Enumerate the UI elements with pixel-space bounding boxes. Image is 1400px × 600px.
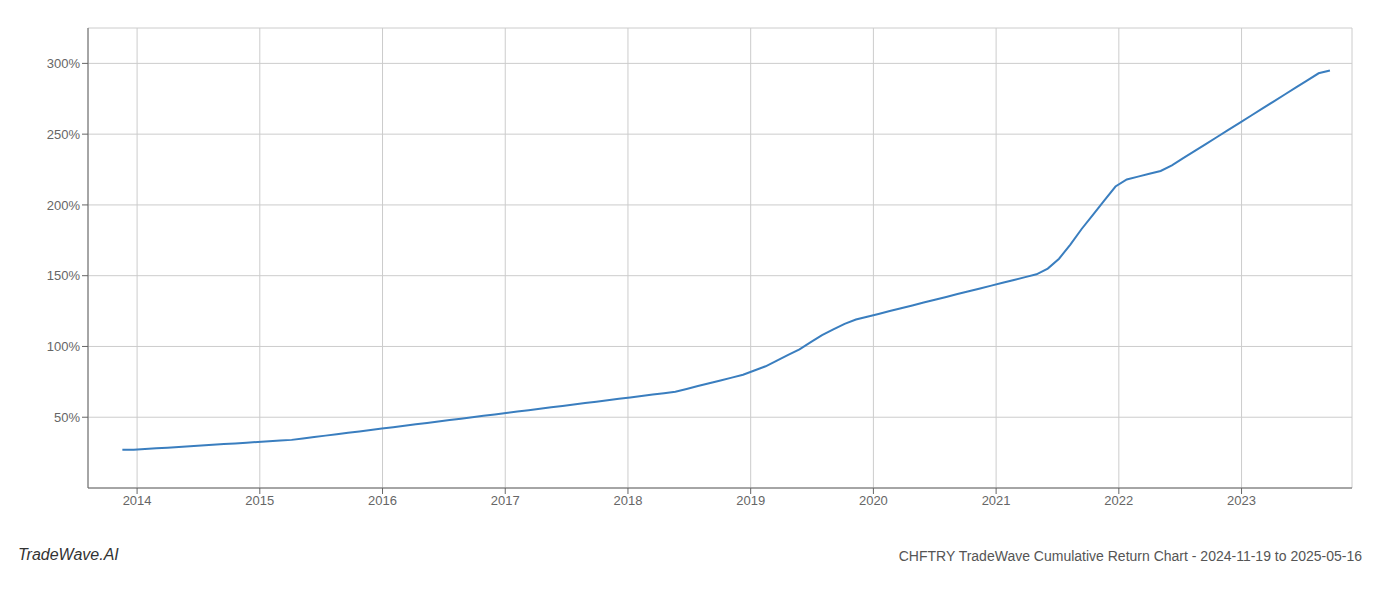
svg-text:2021: 2021 <box>982 493 1011 508</box>
svg-text:250%: 250% <box>47 127 81 142</box>
svg-text:2014: 2014 <box>123 493 152 508</box>
svg-text:100%: 100% <box>47 339 81 354</box>
svg-text:200%: 200% <box>47 198 81 213</box>
svg-text:2020: 2020 <box>859 493 888 508</box>
svg-text:2019: 2019 <box>736 493 765 508</box>
svg-text:150%: 150% <box>47 268 81 283</box>
svg-text:2017: 2017 <box>491 493 520 508</box>
svg-text:50%: 50% <box>54 410 80 425</box>
svg-text:2015: 2015 <box>245 493 274 508</box>
html-text:TradeWave.AI: TradeWave.AI <box>18 546 119 563</box>
svg-text:300%: 300% <box>47 56 81 71</box>
svg-text:2018: 2018 <box>614 493 643 508</box>
svg-text:2022: 2022 <box>1104 493 1133 508</box>
svg-text:2023: 2023 <box>1227 493 1256 508</box>
svg-text:2016: 2016 <box>368 493 397 508</box>
html-text:CHFTRY TradeWave Cumulative Re: CHFTRY TradeWave Cumulative Return Chart… <box>898 548 1362 564</box>
